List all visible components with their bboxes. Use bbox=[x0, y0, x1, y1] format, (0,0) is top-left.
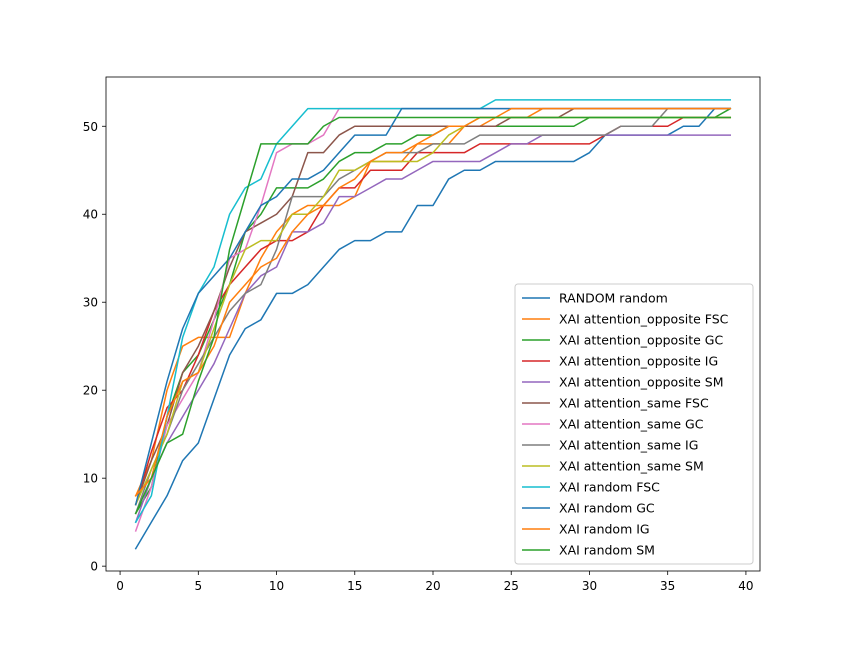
y-tick-label: 0 bbox=[90, 560, 98, 574]
legend-label: XAI attention_opposite FSC bbox=[559, 312, 729, 327]
legend-label: XAI attention_same GC bbox=[559, 417, 704, 432]
legend-label: XAI attention_opposite GC bbox=[559, 333, 723, 348]
x-tick-label: 25 bbox=[504, 579, 519, 593]
legend-label: XAI attention_same FSC bbox=[559, 396, 709, 411]
y-tick-label: 50 bbox=[83, 120, 98, 134]
legend-box bbox=[514, 283, 754, 565]
x-tick-label: 0 bbox=[116, 579, 124, 593]
y-tick-label: 40 bbox=[83, 208, 98, 222]
y-tick-label: 10 bbox=[83, 472, 98, 486]
legend-label: XAI random IG bbox=[559, 522, 650, 537]
legend-label: XAI random SM bbox=[559, 543, 655, 558]
x-tick-label: 40 bbox=[738, 579, 753, 593]
x-tick-label: 15 bbox=[347, 579, 362, 593]
legend-label: XAI random FSC bbox=[559, 480, 660, 495]
y-tick-label: 30 bbox=[83, 296, 98, 310]
x-tick-label: 5 bbox=[194, 579, 202, 593]
x-tick-label: 30 bbox=[582, 579, 597, 593]
legend: RANDOM random XAI attention_opposite FSC X… bbox=[514, 283, 754, 565]
legend-label: XAI attention_same IG bbox=[559, 438, 698, 453]
series-line-13 bbox=[134, 116, 732, 515]
x-tick-label: 10 bbox=[269, 579, 284, 593]
legend-label: XAI random GC bbox=[559, 501, 655, 516]
legend-label: XAI attention_opposite SM bbox=[559, 375, 723, 390]
series-line-12 bbox=[134, 107, 732, 497]
legend-label: XAI attention_opposite IG bbox=[559, 354, 718, 369]
series-lines bbox=[134, 99, 732, 550]
series-line-8 bbox=[134, 107, 732, 515]
axes: 0 5 10 15 20 25 30 35 40 0 10 20 30 40 50 bbox=[83, 76, 761, 593]
legend-label: RANDOM random bbox=[559, 291, 668, 306]
y-tick-label: 20 bbox=[83, 384, 98, 398]
series-line-5 bbox=[134, 134, 732, 524]
x-tick-label: 20 bbox=[425, 579, 440, 593]
legend-label: XAI attention_same SM bbox=[559, 459, 704, 474]
x-tick-label: 35 bbox=[660, 579, 675, 593]
